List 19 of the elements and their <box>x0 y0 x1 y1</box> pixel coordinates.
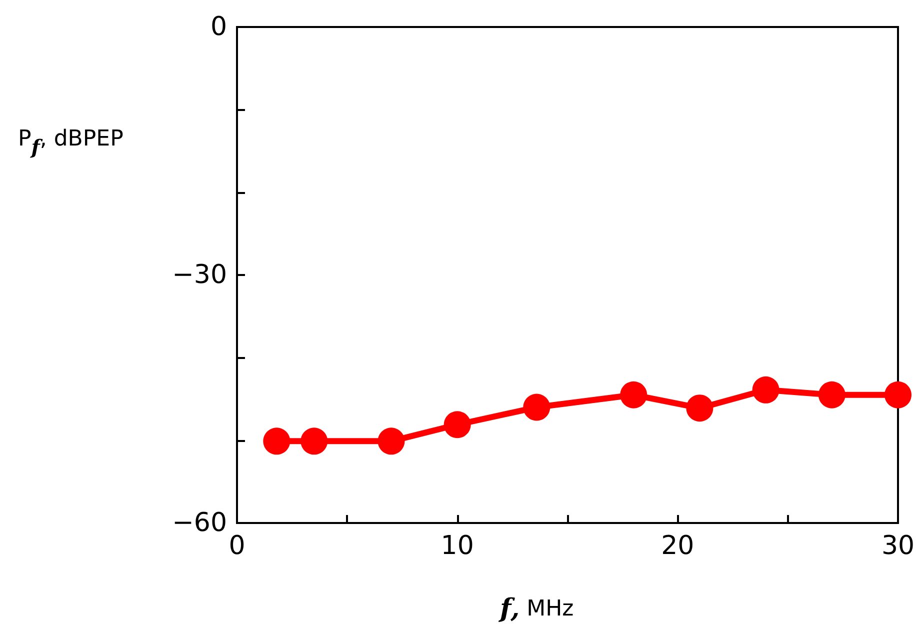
x-tick-label: 30 <box>881 531 915 561</box>
point <box>378 428 405 455</box>
y-tick-label: 0 <box>210 12 227 42</box>
point <box>620 381 648 408</box>
point <box>523 394 550 421</box>
y-tick-label: −60 <box>172 508 227 538</box>
x-axis-title: f, MHz <box>498 594 574 624</box>
x-tick-label: 0 <box>228 531 246 561</box>
y-axis-title: Pf, dBPEP <box>18 126 124 159</box>
point <box>752 376 780 404</box>
x-tick-label: 10 <box>440 531 474 561</box>
point <box>444 411 471 438</box>
point <box>686 394 714 422</box>
point <box>300 428 328 455</box>
point <box>263 428 290 455</box>
point <box>884 381 912 408</box>
x-tick-label: 20 <box>661 531 694 561</box>
y-tick-label: −30 <box>172 260 227 290</box>
point <box>818 381 846 408</box>
